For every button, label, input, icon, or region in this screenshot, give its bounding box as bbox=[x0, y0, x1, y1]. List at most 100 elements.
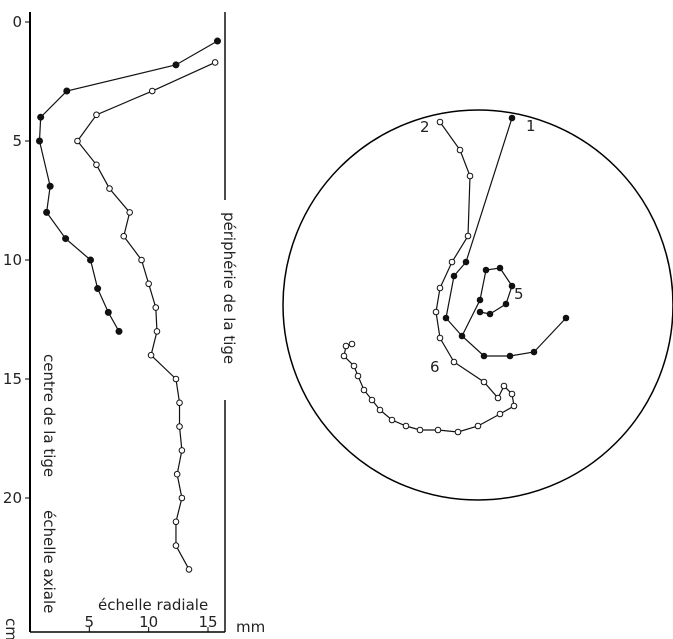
trajectory-point-filled bbox=[476, 296, 484, 304]
trajectory-point-open bbox=[474, 422, 482, 430]
data-point-open bbox=[120, 232, 128, 240]
trajectory-point-open bbox=[354, 372, 362, 380]
trajectory-point-open bbox=[416, 426, 424, 434]
data-point-open bbox=[93, 111, 100, 119]
xlabel: échelle radiale bbox=[98, 596, 208, 614]
trajectory-point-open bbox=[388, 416, 396, 424]
data-point-open bbox=[172, 518, 180, 526]
data-point-filled bbox=[37, 113, 45, 121]
data-point-open bbox=[172, 542, 180, 549]
trajectory-point-open bbox=[436, 118, 444, 126]
data-point-open bbox=[106, 185, 113, 192]
trajectory-point-open bbox=[342, 342, 350, 350]
trajectory-point-open bbox=[464, 232, 472, 240]
y-unit-label: cm bbox=[2, 618, 20, 639]
trajectory-point-open bbox=[466, 172, 474, 180]
data-point-filled bbox=[94, 285, 102, 293]
data-point-open bbox=[148, 87, 156, 95]
trajectory-point-open bbox=[510, 402, 518, 410]
trajectory-point-filled bbox=[502, 300, 510, 308]
trajectory-point-filled bbox=[480, 352, 488, 360]
ylabel-axial: échelle axiale bbox=[40, 510, 58, 613]
data-point-filled bbox=[104, 308, 112, 316]
data-point-open bbox=[93, 161, 100, 169]
data-point-open bbox=[173, 470, 181, 478]
y-tick-label: 5 bbox=[12, 132, 22, 150]
trajectory-1 bbox=[445, 117, 567, 357]
data-point-open bbox=[178, 447, 186, 454]
trajectory-point-open bbox=[360, 386, 368, 394]
data-point-filled bbox=[43, 208, 51, 216]
x-tick-labels: 5 10 15 bbox=[85, 613, 218, 632]
trajectory-point-open bbox=[508, 390, 516, 398]
trajectory-point-filled bbox=[530, 348, 538, 356]
trajectory-point-open bbox=[480, 378, 488, 386]
data-point-open bbox=[211, 59, 219, 66]
trajectory-point-filled bbox=[562, 314, 570, 322]
trajectory-layer bbox=[340, 114, 570, 436]
label-6: 6 bbox=[430, 358, 440, 376]
data-point-open bbox=[176, 423, 183, 430]
trajectory-point-open bbox=[500, 382, 508, 390]
y-tick-label: 10 bbox=[3, 251, 22, 269]
label-1: 1 bbox=[526, 117, 536, 135]
y-tick-label: 15 bbox=[3, 370, 22, 388]
trajectory-point-open bbox=[434, 426, 442, 434]
data-point-open bbox=[153, 328, 161, 335]
data-point-open bbox=[147, 351, 155, 359]
trajectory-point-open bbox=[340, 352, 348, 360]
trajectory-point-open bbox=[432, 308, 440, 316]
outer-circle bbox=[282, 109, 673, 501]
trajectory-point-open bbox=[348, 340, 356, 348]
data-point-open bbox=[172, 375, 180, 383]
trajectory-point-open bbox=[454, 428, 462, 436]
series-line-filled bbox=[38, 40, 218, 332]
trajectory-point-filled bbox=[496, 264, 504, 272]
circular-trajectory-panel: 1 2 5 6 bbox=[282, 109, 673, 501]
trajectory-point-open bbox=[402, 422, 410, 430]
data-point-open bbox=[178, 494, 186, 502]
ylabel-right: périphérie de la tige bbox=[220, 212, 238, 364]
trajectory-point-open bbox=[456, 146, 464, 154]
data-point-open bbox=[152, 304, 160, 311]
trajectory-point-open bbox=[496, 410, 504, 418]
trajectory-point-open bbox=[494, 394, 502, 402]
trajectory-point-filled bbox=[506, 352, 514, 360]
trajectory-point-filled bbox=[486, 310, 494, 318]
data-point-open bbox=[176, 399, 183, 407]
data-point-open bbox=[74, 137, 81, 145]
y-tick-labels: 0 5 10 15 20 bbox=[3, 13, 30, 507]
trajectory-point-filled bbox=[462, 258, 470, 266]
y-tick-label: 0 bbox=[12, 13, 22, 31]
data-point-open bbox=[185, 566, 193, 573]
data-point-filled bbox=[172, 61, 180, 69]
data-point-filled bbox=[213, 37, 221, 45]
data-point-filled bbox=[62, 235, 70, 243]
series-line-open bbox=[76, 61, 216, 570]
x-tick-label: 15 bbox=[198, 613, 217, 631]
trajectory-point-filled bbox=[476, 308, 484, 316]
trajectory-point-filled bbox=[450, 272, 458, 280]
data-point-filled bbox=[63, 87, 71, 95]
series-layer bbox=[35, 37, 221, 573]
x-tick-label: 10 bbox=[139, 613, 158, 631]
data-point-filled bbox=[87, 256, 95, 264]
trajectory-point-filled bbox=[508, 282, 516, 290]
data-point-filled bbox=[115, 327, 123, 335]
trajectory-2 bbox=[343, 121, 515, 433]
trajectory-point-open bbox=[448, 258, 456, 266]
trajectory-point-open bbox=[436, 334, 444, 342]
data-point-filled bbox=[46, 182, 54, 190]
trajectory-point-open bbox=[450, 358, 458, 366]
x-tick-label: 5 bbox=[85, 613, 95, 631]
trajectory-point-open bbox=[368, 396, 376, 404]
label-2: 2 bbox=[420, 118, 430, 136]
y-tick-label: 20 bbox=[3, 489, 22, 507]
data-point-open bbox=[138, 256, 145, 264]
trajectory-point-filled bbox=[508, 114, 516, 122]
ylabel-centre: centre de la tige bbox=[40, 354, 58, 477]
trajectory-point-filled bbox=[442, 314, 450, 322]
axial-radial-chart: 0 5 10 15 20 5 10 15 centre de la tige échelle… bbox=[2, 12, 265, 639]
x-unit-label: mm bbox=[236, 618, 265, 636]
